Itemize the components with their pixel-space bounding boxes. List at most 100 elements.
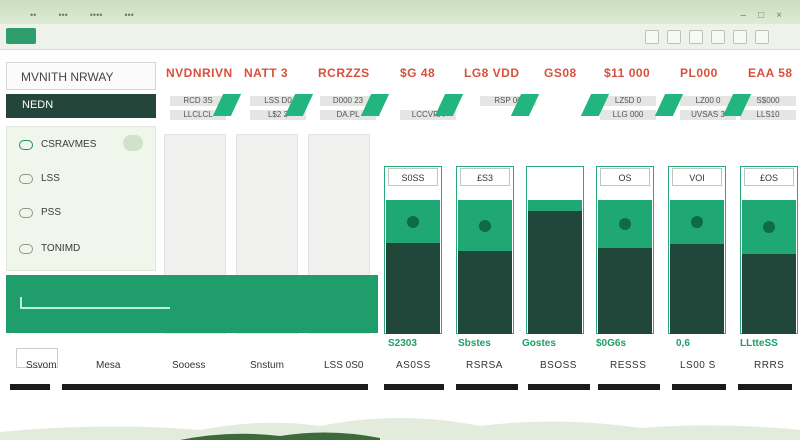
tool-button[interactable] (667, 30, 681, 44)
ribbon (0, 24, 800, 50)
footer-bar (62, 384, 368, 390)
sub-cell[interactable]: LLG 000 (600, 110, 656, 120)
maximize-button[interactable]: □ (758, 10, 765, 21)
leaf-icon (691, 216, 703, 228)
footer-label[interactable]: Snstum (250, 360, 284, 371)
sub-cell[interactable]: L$2 3 (250, 110, 306, 120)
footer-label[interactable]: Mesa (96, 360, 121, 371)
summary-band (6, 275, 378, 333)
value-label: Gostes (522, 338, 556, 349)
window-tab[interactable]: ••• (58, 10, 68, 20)
column-header[interactable]: $11 000 (604, 66, 651, 80)
sub-cell[interactable]: LSS D0 (250, 96, 306, 106)
menu-item[interactable]: LSS (19, 173, 60, 184)
footer-value: AS0SS (396, 360, 431, 371)
menu-item[interactable]: PSS (19, 207, 61, 218)
value-label: Sbstes (458, 338, 491, 349)
leaf-icon (407, 215, 419, 228)
column-header[interactable]: EAA 58 (748, 66, 793, 80)
bar-label: £OS (744, 168, 794, 186)
bar-top[interactable] (528, 200, 582, 211)
footer-bar (738, 384, 792, 390)
tool-button[interactable] (733, 30, 747, 44)
trend-line (20, 297, 170, 309)
side-menu: CSRAVMES LSS PSS TONIMD (6, 126, 156, 271)
footer-cell (16, 348, 58, 368)
tool-button[interactable] (711, 30, 725, 44)
footer-bar (672, 384, 726, 390)
footer-bar (10, 384, 50, 390)
sub-cell[interactable]: DA.PL (320, 110, 376, 120)
tool-button[interactable] (689, 30, 703, 44)
folder-icon (19, 207, 33, 218)
gear-icon (19, 243, 33, 254)
decorative-hills (0, 418, 800, 440)
footer-value: RSRSA (466, 360, 503, 371)
window-tab[interactable]: •• (30, 10, 37, 20)
header-stripe (654, 94, 684, 116)
footer-label[interactable]: Sooess (172, 360, 206, 371)
bar-body[interactable] (670, 244, 724, 334)
footer-value: RESSS (610, 360, 647, 371)
sub-cell[interactable]: LLCLCL (170, 110, 226, 120)
footer-label[interactable]: LSS 0S0 (324, 360, 364, 371)
link-icon (19, 139, 33, 150)
menu-item-label: TONIMD (41, 243, 81, 254)
bar-body[interactable] (458, 251, 512, 334)
window-tab[interactable]: •••• (89, 10, 103, 20)
tool-button[interactable] (755, 30, 769, 44)
column-header[interactable]: PL000 (680, 66, 718, 80)
column-header[interactable]: GS08 (544, 66, 577, 80)
column-header[interactable]: $G 48 (400, 66, 436, 80)
nav-label[interactable]: NEDN (6, 94, 156, 118)
column-header[interactable]: RCRZZS (318, 66, 370, 80)
window-tabs: •• ••• •••• ••• (30, 10, 134, 20)
bar-body[interactable] (528, 211, 582, 334)
leaf-icon (619, 218, 631, 230)
sub-cell[interactable]: S$000 (740, 96, 796, 106)
footer-bar (598, 384, 660, 390)
sub-cell[interactable]: RCD 3S (170, 96, 226, 106)
bar-body[interactable] (598, 248, 652, 334)
sub-cell[interactable]: D000 23 (320, 96, 376, 106)
column-header[interactable]: NATT 3 (244, 66, 289, 80)
bar-body[interactable] (386, 243, 440, 334)
menu-item-label: LSS (41, 173, 60, 184)
value-label: LLtteSS (740, 338, 778, 349)
toggle-icon[interactable] (123, 135, 143, 151)
value-label: $0G6s (596, 338, 627, 349)
sub-cell[interactable]: RSP 00 (480, 96, 536, 106)
toolbar (645, 30, 769, 44)
column-header[interactable]: NVDNRIVN (166, 66, 233, 80)
sub-cell[interactable]: UVSAS 3 (680, 110, 736, 120)
close-button[interactable]: × (776, 10, 782, 21)
footer-bar (528, 384, 590, 390)
bar-label: S0SS (388, 168, 438, 186)
footer-bar (384, 384, 444, 390)
header-stripe (434, 94, 464, 116)
menu-item-label: PSS (41, 207, 62, 218)
menu-item[interactable]: TONIMD (19, 243, 80, 254)
sub-cell[interactable]: LZ00 0 (680, 96, 736, 106)
sub-cell[interactable]: LZ5D 0 (600, 96, 656, 106)
minimize-button[interactable]: – (740, 10, 747, 21)
column-header[interactable]: LG8 VDD (464, 66, 520, 80)
sub-cell[interactable]: LLS10 (740, 110, 796, 120)
footer-label[interactable]: Ssvom (26, 360, 57, 371)
document-icon (19, 173, 33, 184)
bar-body[interactable] (742, 254, 796, 334)
spreadsheet: MVNITH NRWAY NVDNRIVN NATT 3 RCRZZS $G 4… (0, 50, 800, 440)
footer-bar (456, 384, 518, 390)
window-controls: – □ × (741, 10, 782, 21)
sub-cell[interactable]: LCCVRA (400, 110, 456, 120)
footer-value: RRRS (754, 360, 785, 371)
leaf-icon (763, 221, 775, 233)
tool-button[interactable] (645, 30, 659, 44)
bar-label: VOI (672, 168, 722, 186)
home-icon[interactable] (6, 28, 36, 44)
menu-item[interactable]: CSRAVMES (19, 139, 96, 150)
bar-label: £S3 (460, 168, 510, 186)
value-label: S2303 (388, 338, 417, 349)
sheet-title[interactable]: MVNITH NRWAY (6, 62, 156, 90)
window-tab[interactable]: ••• (124, 10, 134, 20)
